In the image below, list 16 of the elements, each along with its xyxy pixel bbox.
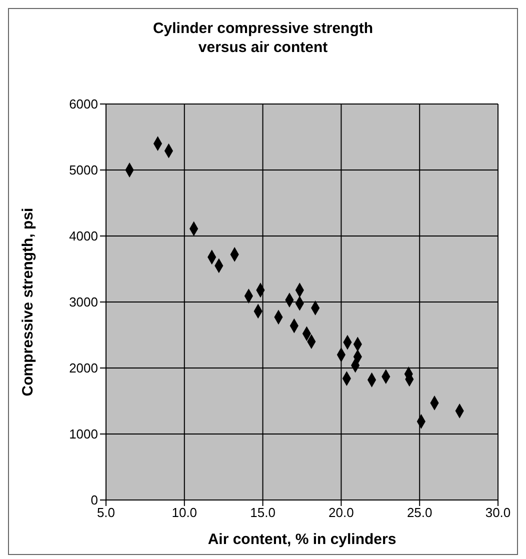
x-tick-label: 30.0 bbox=[485, 505, 511, 520]
y-tick-label: 2000 bbox=[69, 360, 98, 376]
x-tick-label: 15.0 bbox=[250, 505, 276, 520]
x-tick-label: 25.0 bbox=[406, 505, 432, 520]
y-tick-label: 1000 bbox=[69, 426, 98, 442]
y-tick-label: 0 bbox=[90, 492, 98, 508]
chart-title: Cylinder compressive strength versus air content bbox=[152, 19, 374, 57]
y-tick-label: 4000 bbox=[69, 228, 98, 244]
x-tick-label: 20.0 bbox=[328, 505, 354, 520]
x-tick-label: 5.0 bbox=[96, 505, 116, 520]
y-tick-label: 5000 bbox=[69, 162, 98, 178]
y-axis-title: Compressive strength, psi bbox=[19, 208, 36, 396]
x-tick-label: 10.0 bbox=[172, 505, 198, 520]
y-tick-label: 6000 bbox=[69, 96, 98, 112]
y-tick-label: 3000 bbox=[69, 294, 98, 310]
x-axis-title: Air content, % in cylinders bbox=[208, 531, 396, 548]
